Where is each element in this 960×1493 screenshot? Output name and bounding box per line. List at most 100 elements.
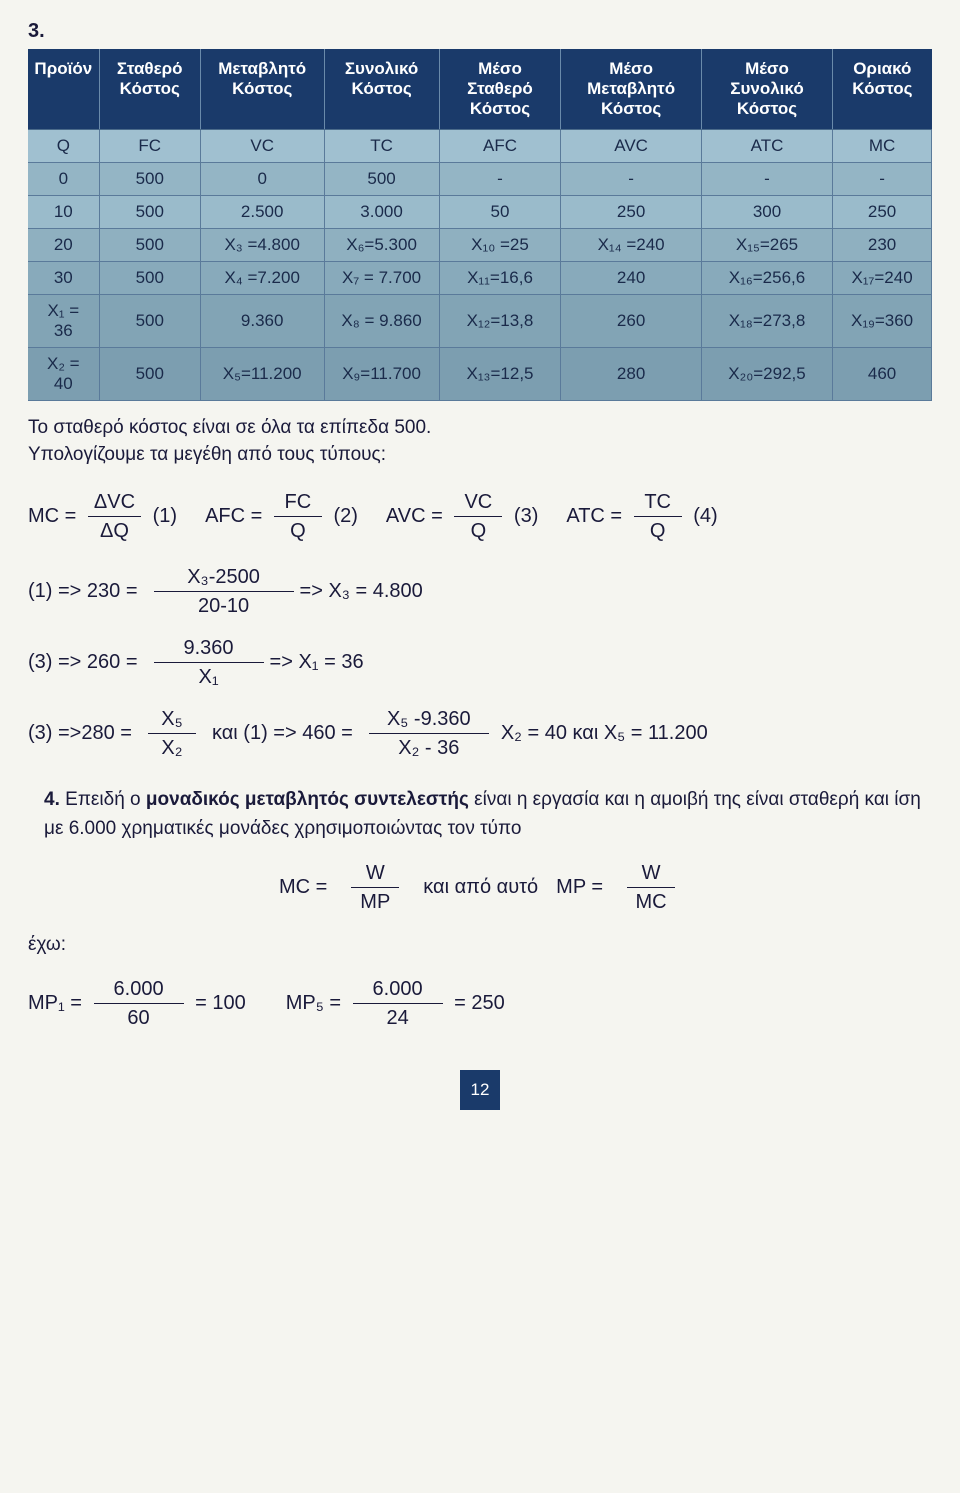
afc-lhs: AFC = [205, 505, 262, 527]
table-row: 20 500 X₃ =4.800 X₆=5.300 X₁₀ =25 X₁₄ =2… [28, 229, 932, 262]
mp5-lhs: MP₅ = [286, 992, 341, 1014]
th-tc: Συνολικό Κόστος [324, 49, 439, 130]
mcmp-mid: και από αυτό [423, 876, 538, 899]
avc-bot: Q [465, 517, 493, 543]
cell: 260 [561, 295, 702, 348]
calc1-top: X₃-2500 [181, 565, 266, 591]
cell: ATC [701, 130, 832, 163]
calculation-2: (3) => 260 = 9.360X₁ => X₁ = 36 [28, 636, 932, 689]
calc3-top2: X₅ -9.360 [381, 707, 477, 733]
q4-bold: μοναδικός μεταβλητός συντελεστής [146, 789, 469, 810]
cell: AVC [561, 130, 702, 163]
formula-definitions: MC = ΔVCΔQ (1) AFC = FCQ (2) AVC = VCQ (… [28, 490, 932, 543]
cell: 300 [701, 196, 832, 229]
cell: X₁₄ =240 [561, 229, 702, 262]
cell: 280 [561, 348, 702, 401]
mp5-tail: = 250 [454, 992, 505, 1014]
formula-mc-mp: MC = WMP και από αυτό MP = WMC [28, 861, 932, 914]
cell: 0 [28, 163, 99, 196]
cell: X₁₂=13,8 [439, 295, 561, 348]
cell: - [701, 163, 832, 196]
afc-tag: (2) [333, 505, 357, 527]
atc-tag: (4) [693, 505, 717, 527]
cell: 500 [99, 196, 200, 229]
cell: 500 [324, 163, 439, 196]
cell: X₅=11.200 [200, 348, 324, 401]
cell: X₁ = 36 [28, 295, 99, 348]
cell: 230 [833, 229, 932, 262]
cell: X₉=11.700 [324, 348, 439, 401]
cell: 250 [561, 196, 702, 229]
table-row: 10 500 2.500 3.000 50 250 300 250 [28, 196, 932, 229]
avc-tag: (3) [514, 505, 538, 527]
cell: 250 [833, 196, 932, 229]
calc1-tail: => X₃ = 4.800 [300, 580, 423, 603]
mcmp-bot1: MP [354, 888, 396, 914]
q4-number: 4. [44, 789, 60, 810]
th-fc: Σταθερό Κόστος [99, 49, 200, 130]
th-mc: Οριακό Κόστος [833, 49, 932, 130]
cell: X₇ = 7.700 [324, 262, 439, 295]
th-product: Προϊόν [28, 49, 99, 130]
cell: AFC [439, 130, 561, 163]
atc-lhs: ATC = [566, 505, 622, 527]
body-line-2: Υπολογίζουμε τα μεγέθη από τους τύπους: [28, 444, 386, 465]
mp1-lhs: MP₁ = [28, 992, 82, 1014]
table-symbol-row: Q FC VC TC AFC AVC ATC MC [28, 130, 932, 163]
mc-tag: (1) [153, 505, 177, 527]
th-atc: Μέσο Συνολικό Κόστος [701, 49, 832, 130]
cell: X₁₀ =25 [439, 229, 561, 262]
cell: 500 [99, 348, 200, 401]
mp-results: MP₁ = 6.00060 = 100 MP₅ = 6.00024 = 250 [28, 977, 932, 1030]
cell: 20 [28, 229, 99, 262]
cell: X₁₉=360 [833, 295, 932, 348]
cell: TC [324, 130, 439, 163]
cell: 50 [439, 196, 561, 229]
cell: 30 [28, 262, 99, 295]
table-row: 30 500 X₄ =7.200 X₇ = 7.700 X₁₁=16,6 240… [28, 262, 932, 295]
mc-lhs: MC = [28, 505, 76, 527]
calc3-tail: X₂ = 40 και X₅ = 11.200 [501, 722, 708, 745]
calc1-lead: (1) => 230 = [28, 580, 138, 603]
table-header-row: Προϊόν Σταθερό Κόστος Μεταβλητό Κόστος Σ… [28, 49, 932, 130]
cell: X₁₆=256,6 [701, 262, 832, 295]
cell: X₁₇=240 [833, 262, 932, 295]
body-text: Το σταθερό κόστος είναι σε όλα τα επίπεδ… [28, 415, 932, 468]
calc3-mid: και (1) => 460 = [212, 722, 353, 745]
mp1-tail: = 100 [195, 992, 246, 1014]
th-avc: Μέσο Μεταβλητό Κόστος [561, 49, 702, 130]
cell: X₄ =7.200 [200, 262, 324, 295]
cell: 500 [99, 295, 200, 348]
body-line-1: Το σταθερό κόστος είναι σε όλα τα επίπεδ… [28, 417, 431, 438]
page-number: 12 [460, 1070, 500, 1110]
cell: 10 [28, 196, 99, 229]
mcmp-lhs1: MC = [279, 876, 327, 899]
afc-top: FC [279, 490, 318, 516]
mp1-bot: 60 [121, 1004, 155, 1030]
mc-top: ΔVC [88, 490, 141, 516]
cell: FC [99, 130, 200, 163]
cell: X₆=5.300 [324, 229, 439, 262]
atc-bot: Q [644, 517, 672, 543]
cell: - [439, 163, 561, 196]
question-4-text: 4. Επειδή ο μοναδικός μεταβλητός συντελε… [44, 786, 932, 843]
th-afc: Μέσο Σταθερό Κόστος [439, 49, 561, 130]
cell: X₈ = 9.860 [324, 295, 439, 348]
cell: X₁₅=265 [701, 229, 832, 262]
section-3-number: 3. [28, 20, 932, 43]
cell: 2.500 [200, 196, 324, 229]
mcmp-top2: W [636, 861, 667, 887]
cell: X₁₁=16,6 [439, 262, 561, 295]
calc3-bot1: X₂ [155, 734, 188, 760]
calc2-tail: => X₁ = 36 [270, 651, 364, 674]
cost-table: Προϊόν Σταθερό Κόστος Μεταβλητό Κόστος Σ… [28, 49, 932, 401]
calculation-3: (3) =>280 = X₅X₂ και (1) => 460 = X₅ -9.… [28, 707, 932, 760]
cell: MC [833, 130, 932, 163]
mp5-bot: 24 [380, 1004, 414, 1030]
cell: X₂₀=292,5 [701, 348, 832, 401]
cell: Q [28, 130, 99, 163]
cell: X₃ =4.800 [200, 229, 324, 262]
cell: 460 [833, 348, 932, 401]
calc3-lead: (3) =>280 = [28, 722, 132, 745]
cell: 0 [200, 163, 324, 196]
